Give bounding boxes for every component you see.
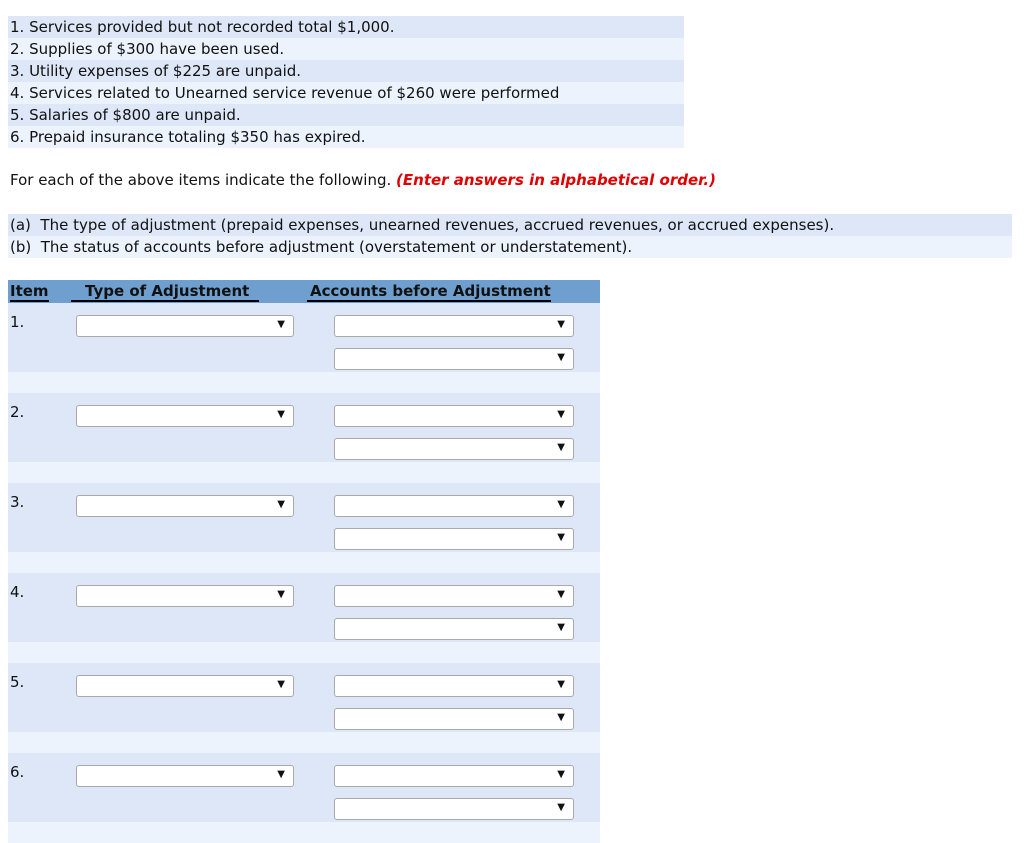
row-spacer xyxy=(8,372,600,393)
accounts-before-adjustment-select-2[interactable]: ▼ xyxy=(334,798,574,820)
triangle-down-icon: ▼ xyxy=(557,532,565,543)
triangle-down-icon: ▼ xyxy=(557,589,565,600)
list-item: 2. Supplies of $300 have been used. xyxy=(8,38,684,60)
triangle-down-icon: ▼ xyxy=(557,319,565,330)
type-of-adjustment-select[interactable]: ▼ xyxy=(76,495,294,517)
table-row: 1. ▼ ▼ ▼ xyxy=(8,303,600,372)
triangle-down-icon: ▼ xyxy=(557,352,565,363)
list-item: 3. Utility expenses of $225 are unpaid. xyxy=(8,60,684,82)
triangle-down-icon: ▼ xyxy=(557,409,565,420)
table-row: 3. ▼ ▼ ▼ xyxy=(8,483,600,552)
header-accounts: Accounts before Adjustment xyxy=(307,282,551,302)
table-row: 6. ▼ ▼ ▼ xyxy=(8,753,600,822)
item-number: 3. xyxy=(10,493,25,511)
row-spacer xyxy=(8,642,600,663)
row-spacer xyxy=(8,552,600,573)
accounts-before-adjustment-select-1[interactable]: ▼ xyxy=(334,585,574,607)
parts-list: (a) The type of adjustment (prepaid expe… xyxy=(8,214,1012,258)
triangle-down-icon: ▼ xyxy=(557,622,565,633)
accounts-before-adjustment-select-2[interactable]: ▼ xyxy=(334,438,574,460)
type-of-adjustment-select[interactable]: ▼ xyxy=(76,765,294,787)
accounts-before-adjustment-select-2[interactable]: ▼ xyxy=(334,618,574,640)
item-number: 4. xyxy=(10,583,25,601)
triangle-down-icon: ▼ xyxy=(277,499,285,510)
list-item: 5. Salaries of $800 are unpaid. xyxy=(8,104,684,126)
triangle-down-icon: ▼ xyxy=(557,769,565,780)
row-spacer xyxy=(8,822,600,843)
answer-table: Item Type of Adjustment Accounts before … xyxy=(8,280,600,843)
triangle-down-icon: ▼ xyxy=(557,442,565,453)
accounts-before-adjustment-select-1[interactable]: ▼ xyxy=(334,405,574,427)
row-spacer xyxy=(8,462,600,483)
accounts-before-adjustment-select-2[interactable]: ▼ xyxy=(334,348,574,370)
table-body: 1. ▼ ▼ ▼ 2. ▼ ▼ ▼ 3. ▼ ▼ ▼ 4. ▼ ▼ ▼ 5. ▼ ▼ ▼ 6. ▼ ▼ ▼ xyxy=(8,303,600,843)
items-list: 1. Services provided but not recorded to… xyxy=(8,16,684,148)
type-of-adjustment-select[interactable]: ▼ xyxy=(76,315,294,337)
list-item: 4. Services related to Unearned service … xyxy=(8,82,684,104)
table-row: 5. ▼ ▼ ▼ xyxy=(8,663,600,732)
triangle-down-icon: ▼ xyxy=(557,499,565,510)
row-spacer xyxy=(8,732,600,753)
accounts-before-adjustment-select-1[interactable]: ▼ xyxy=(334,765,574,787)
item-number: 2. xyxy=(10,403,25,421)
part-a: (a) The type of adjustment (prepaid expe… xyxy=(8,214,1012,236)
instruction-text: For each of the above items indicate the… xyxy=(10,171,392,189)
header-type: Type of Adjustment xyxy=(71,282,260,302)
accounts-before-adjustment-select-2[interactable]: ▼ xyxy=(334,528,574,550)
type-of-adjustment-select[interactable]: ▼ xyxy=(76,405,294,427)
table-row: 2. ▼ ▼ ▼ xyxy=(8,393,600,462)
list-item: 1. Services provided but not recorded to… xyxy=(8,16,684,38)
triangle-down-icon: ▼ xyxy=(277,589,285,600)
type-of-adjustment-select[interactable]: ▼ xyxy=(76,675,294,697)
triangle-down-icon: ▼ xyxy=(277,409,285,420)
instruction-emphasis: (Enter answers in alphabetical order.) xyxy=(396,171,716,189)
accounts-before-adjustment-select-2[interactable]: ▼ xyxy=(334,708,574,730)
triangle-down-icon: ▼ xyxy=(277,769,285,780)
triangle-down-icon: ▼ xyxy=(277,679,285,690)
instruction: For each of the above items indicate the… xyxy=(10,171,716,189)
item-number: 6. xyxy=(10,763,25,781)
header-item: Item xyxy=(10,282,49,302)
triangle-down-icon: ▼ xyxy=(557,802,565,813)
accounts-before-adjustment-select-1[interactable]: ▼ xyxy=(334,315,574,337)
triangle-down-icon: ▼ xyxy=(557,712,565,723)
triangle-down-icon: ▼ xyxy=(277,319,285,330)
item-number: 1. xyxy=(10,313,25,331)
accounts-before-adjustment-select-1[interactable]: ▼ xyxy=(334,675,574,697)
type-of-adjustment-select[interactable]: ▼ xyxy=(76,585,294,607)
table-header: Item Type of Adjustment Accounts before … xyxy=(8,280,600,303)
table-row: 4. ▼ ▼ ▼ xyxy=(8,573,600,642)
part-b: (b) The status of accounts before adjust… xyxy=(8,236,1012,258)
item-number: 5. xyxy=(10,673,25,691)
list-item: 6. Prepaid insurance totaling $350 has e… xyxy=(8,126,684,148)
triangle-down-icon: ▼ xyxy=(557,679,565,690)
accounts-before-adjustment-select-1[interactable]: ▼ xyxy=(334,495,574,517)
